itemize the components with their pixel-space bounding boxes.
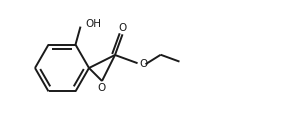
Text: O: O bbox=[139, 59, 148, 69]
Text: O: O bbox=[118, 23, 127, 33]
Text: O: O bbox=[98, 83, 106, 93]
Text: OH: OH bbox=[86, 19, 102, 29]
